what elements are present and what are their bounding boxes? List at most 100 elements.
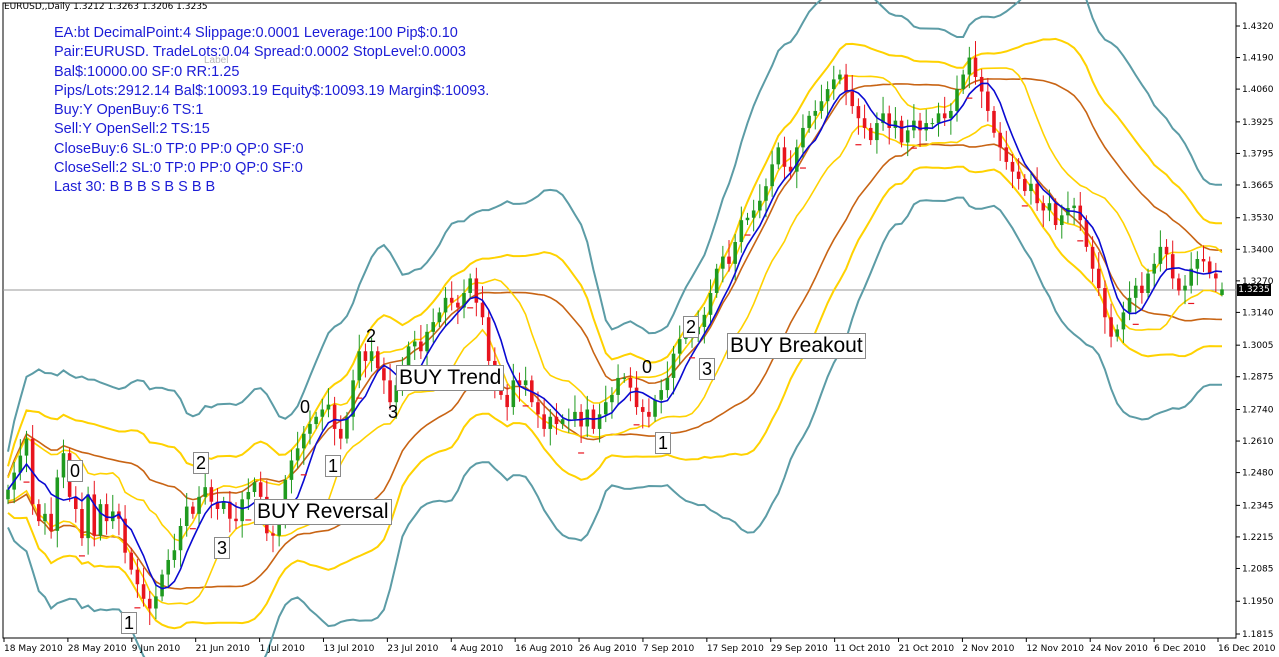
wave-label-trend-0: 0: [300, 397, 311, 417]
candle-body: [1183, 285, 1187, 291]
candle-body: [714, 268, 719, 293]
candle-body: [240, 499, 244, 522]
current-price-tag: 1.3235: [1237, 284, 1271, 296]
candle-body: [795, 147, 799, 172]
candle-body: [936, 113, 941, 124]
wave-label-reversal-2: 2: [193, 452, 210, 474]
candle-body: [942, 113, 947, 119]
candle-body: [449, 297, 454, 303]
candle-body: [499, 387, 503, 395]
trade-marks: [23, 97, 1195, 609]
candle-body: [246, 492, 251, 500]
candle-body: [1047, 203, 1052, 211]
candle-body: [955, 89, 959, 111]
candle-body: [1115, 329, 1120, 337]
candle-body: [745, 217, 750, 221]
wave-label-breakout-3: 3: [699, 358, 716, 380]
candle-body: [86, 494, 90, 539]
candle-body: [135, 569, 140, 585]
candle-body: [73, 496, 78, 510]
buy-trend-label: BUY Trend: [396, 365, 505, 391]
candle-body: [573, 411, 577, 420]
candle-body: [412, 341, 417, 347]
candle-body: [456, 302, 460, 308]
x-tick-label: 17 Sep 2010: [707, 644, 764, 654]
candle-body: [788, 166, 793, 172]
candle-body: [875, 123, 879, 141]
candle-body: [924, 123, 928, 131]
candle-body: [542, 414, 546, 429]
wave-label-breakout-2: 2: [683, 316, 700, 338]
candle-body: [616, 377, 620, 395]
candle-body: [610, 394, 614, 403]
candle-body: [807, 115, 811, 128]
y-tick-label: 1.2345: [1242, 501, 1274, 511]
candle-body: [893, 120, 898, 128]
candle-body: [295, 448, 300, 461]
y-tick-label: 1.2740: [1242, 405, 1274, 415]
candle-body: [302, 433, 306, 449]
info-line: Bal$:10000.00 SF:0 RR:1.25: [54, 63, 240, 80]
candle-body: [388, 380, 392, 403]
candle-body: [511, 380, 516, 408]
candle-body: [1072, 205, 1076, 209]
outer-band-line: [7, 0, 1222, 452]
candle-body: [1029, 183, 1033, 192]
candle-body: [1133, 285, 1138, 298]
x-axis-ticks: 18 May 2010 28 May 2010 9 Jun 2010 21 Jun 2…: [3, 638, 1276, 654]
candle-body: [905, 130, 910, 143]
candle-body: [1035, 183, 1039, 204]
candle-body: [640, 407, 645, 412]
x-tick-label: 23 Jul 2010: [387, 644, 438, 654]
candle-body: [918, 120, 922, 131]
candle-body: [234, 518, 238, 522]
x-tick-label: 13 Jul 2010: [323, 644, 374, 654]
candle-body: [967, 57, 972, 75]
candle-body: [382, 368, 386, 381]
candle-body: [1090, 246, 1095, 269]
candle-body: [197, 496, 201, 514]
info-line: EA:bt DecimalPoint:4 Slippage:0.0001 Lev…: [54, 25, 458, 41]
wave-label-breakout-1: 1: [655, 432, 672, 454]
y-axis-ticks: 1.4320 1.4190 1.4060 1.3925 1.3795 1.3665 1.35…: [1236, 22, 1274, 640]
candle-body: [443, 297, 448, 313]
candle-body: [228, 501, 232, 519]
candle-body: [1207, 261, 1212, 274]
candle-body: [345, 416, 349, 439]
candle-body: [462, 292, 466, 308]
x-tick-label: 24 Nov 2010: [1090, 644, 1148, 654]
candle-body: [326, 404, 331, 410]
candle-body: [104, 504, 109, 522]
candle-body: [1177, 278, 1181, 291]
candle-body: [6, 489, 10, 500]
info-line: Pips/Lots:2912.14 Bal$:10093.19 Equity$:…: [54, 82, 490, 99]
candle-body: [61, 453, 66, 478]
wave-label-trend-2: 2: [366, 326, 377, 346]
candle-body: [899, 120, 904, 143]
candle-body: [18, 455, 23, 473]
candle-body: [480, 302, 485, 318]
candle-body: [338, 428, 343, 439]
x-tick-label: 1 Jul 2010: [260, 644, 305, 654]
candle-body: [1152, 263, 1157, 274]
x-tick-label: 18 May 2010: [4, 644, 63, 654]
candle-body: [277, 523, 281, 536]
candle-body: [1096, 268, 1101, 289]
candle-body: [203, 487, 207, 497]
candle-body: [819, 101, 824, 111]
candle-body: [221, 501, 226, 510]
y-tick-label: 1.2215: [1242, 533, 1274, 543]
info-line: Buy:Y OpenBuy:6 TS:1: [54, 102, 204, 119]
candle-body: [1004, 147, 1009, 162]
candle-body: [548, 416, 553, 429]
y-tick-label: 1.3270: [1242, 277, 1274, 287]
candle-body: [813, 110, 818, 116]
candle-body: [43, 513, 47, 522]
wave-label-trend-1: 1: [325, 455, 342, 477]
candle-body: [486, 317, 491, 361]
candle-body: [1214, 273, 1218, 279]
candle-body: [425, 331, 429, 352]
candle-body: [98, 504, 103, 536]
wave-label-reversal-3: 3: [214, 537, 231, 559]
